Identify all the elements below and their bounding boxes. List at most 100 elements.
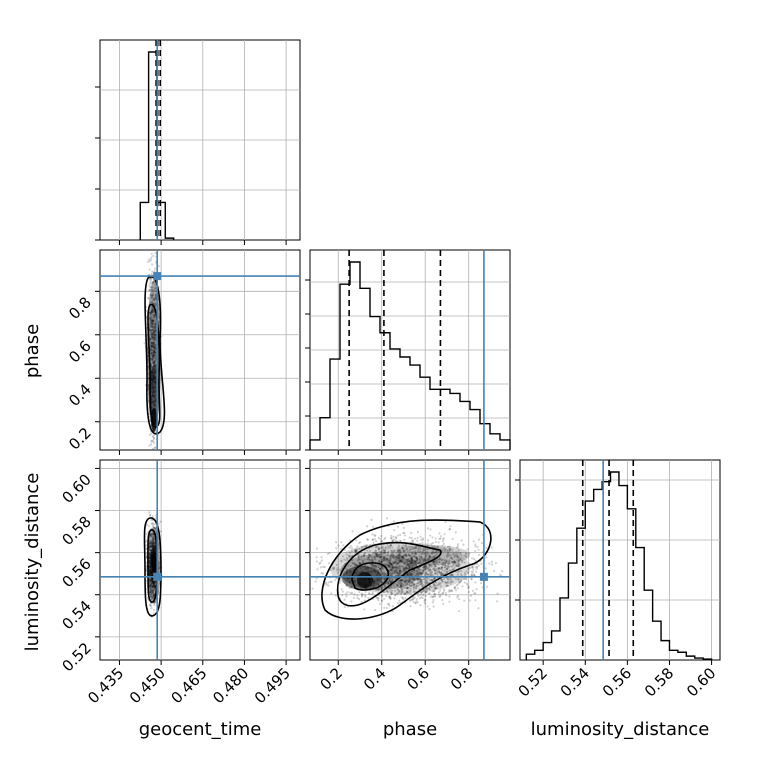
density-ld-vs-geocent-time-point [157,563,160,566]
density-phase-vs-geocent-time-point [150,310,153,313]
density-phase-vs-geocent-time-point [153,362,156,365]
density-ld-vs-phase-point [325,581,328,584]
density-ld-vs-phase-point [360,595,364,598]
density-ld-vs-phase-point [442,542,445,546]
density-ld-vs-phase-point [364,595,367,598]
density-ld-vs-phase-point [474,545,477,548]
density-phase-vs-geocent-time-point [152,281,155,284]
density-ld-vs-phase-point [474,581,477,584]
density-ld-vs-phase-point [467,586,470,589]
density-ld-vs-geocent-time-point [153,584,156,587]
density-phase-vs-geocent-time-point [154,333,157,336]
density-phase-vs-geocent-time-point [151,280,154,284]
density-phase-vs-geocent-time-point [153,313,156,317]
density-phase-vs-geocent-time-point [151,328,154,331]
density-ld-vs-geocent-time-point [152,533,155,536]
density-phase-vs-geocent-time-point [151,344,154,347]
density-ld-vs-phase-point [432,605,435,608]
density-phase-vs-geocent-time-point [154,303,157,306]
density-phase-vs-geocent-time-point [149,332,153,335]
density-ld-vs-geocent-time-point [149,604,152,607]
density-phase-vs-geocent-time-point [152,345,155,348]
density-phase-vs-geocent-time-point [151,320,154,323]
density-phase-vs-geocent-time-point [153,287,157,290]
density-phase-vs-geocent-time-point [153,360,156,363]
density-ld-vs-phase-point [472,540,475,543]
density-phase-vs-geocent-time-point [149,337,152,340]
density-phase-vs-geocent-time-point [153,330,156,333]
density-phase-vs-geocent-time-point [152,345,155,349]
density-phase-vs-geocent-time-point [151,355,154,358]
density-phase-vs-geocent-time-point [154,343,157,346]
density-phase-vs-geocent-time-point [154,322,157,325]
density-phase-vs-geocent-time-point [152,320,155,323]
density-phase-vs-geocent-time-point [151,320,154,323]
density-ld-vs-phase-point [393,597,396,600]
density-ld-vs-geocent-time-point [149,580,152,583]
density-ld-vs-geocent-time-point [151,521,154,525]
density-ld-vs-phase-point [445,593,448,597]
density-ld-vs-phase-point [346,591,349,594]
density-ld-vs-phase-point [471,589,475,592]
density-ld-vs-phase-point [448,528,451,531]
density-phase-vs-geocent-time-point [151,310,154,313]
density-ld-vs-phase-point [383,606,386,610]
density-phase-vs-geocent-time-point [151,447,155,451]
density-phase-vs-geocent-time-point [152,360,156,363]
density-ld-vs-geocent-time-point [149,583,152,586]
density-phase-vs-geocent-time-point [153,342,156,345]
density-ld-vs-geocent-time-point [148,542,151,545]
density-phase-vs-geocent-time-point [149,325,153,328]
density-phase-vs-geocent-time-point [150,443,153,446]
density-phase-vs-geocent-time-point [152,354,155,357]
density-ld-vs-phase-point [394,539,398,542]
density-ld-vs-phase-point [371,538,374,542]
x-axis-label-luminosity-distance: luminosity_distance [531,719,710,740]
hist-luminosity-distance-xtick-label-3: 0.58 [641,664,677,700]
density-ld-vs-phase-point [385,594,388,597]
density-ld-vs-geocent-time-point [154,584,157,587]
density-phase-vs-geocent-time-point [152,331,155,334]
density-phase-vs-geocent-time-point [151,295,154,298]
density-phase-vs-geocent-time-point [150,344,153,348]
density-ld-vs-phase-point [442,538,445,541]
density-ld-vs-geocent-time-point [159,530,162,533]
density-ld-vs-geocent-time-point [149,541,152,544]
density-phase-vs-geocent-time-point [150,288,153,291]
density-ld-vs-geocent-time-point [150,518,153,522]
density-ld-vs-phase-point [426,539,430,542]
density-ld-vs-phase-point [467,590,470,594]
density-phase-vs-geocent-time-point [154,343,157,346]
density-ld-vs-phase-point [330,580,333,584]
density-ld-vs-geocent-time-point [152,539,155,542]
density-phase-vs-geocent-time-point [151,306,154,309]
density-phase-vs-geocent-time-point [153,349,156,352]
density-ld-vs-geocent-time-point [153,601,156,604]
density-ld-vs-phase-point [378,602,382,606]
density-ld-vs-phase-point [441,599,444,602]
density-ld-vs-phase-point [474,543,477,546]
density-phase-vs-geocent-time-point [153,340,156,343]
density-phase-vs-geocent-time-point [151,359,154,362]
density-ld-vs-phase-point [323,565,326,569]
density-phase-vs-geocent-time-point [153,356,156,359]
density-ld-vs-phase-point [385,517,388,520]
density-phase-vs-geocent-time-point [153,362,156,365]
density-ld-vs-phase-point [392,538,396,541]
density-phase-vs-geocent-time-point [150,312,153,315]
density-phase-vs-geocent-time-point [157,264,160,268]
density-phase-vs-geocent-time-point [151,301,154,305]
hist-luminosity-distance-xtick-label-1: 0.54 [557,664,593,700]
density-ld-vs-phase-point [342,544,345,547]
density-phase-vs-geocent-time-point [152,329,156,332]
density-ld-vs-phase-point [426,527,430,530]
density-phase-vs-geocent-time-point [151,289,154,292]
density-ld-vs-phase-point [387,602,391,605]
density-phase-vs-geocent-time-point [152,347,155,350]
density-ld-vs-geocent-time-point [152,525,155,528]
density-ld-vs-geocent-time-point [148,584,151,587]
density-phase-vs-geocent-time-point [154,328,157,332]
y-axis-label-phase: phase [22,324,43,378]
density-phase-vs-geocent-time-point [148,328,151,331]
density-ld-vs-phase-point [501,569,504,573]
